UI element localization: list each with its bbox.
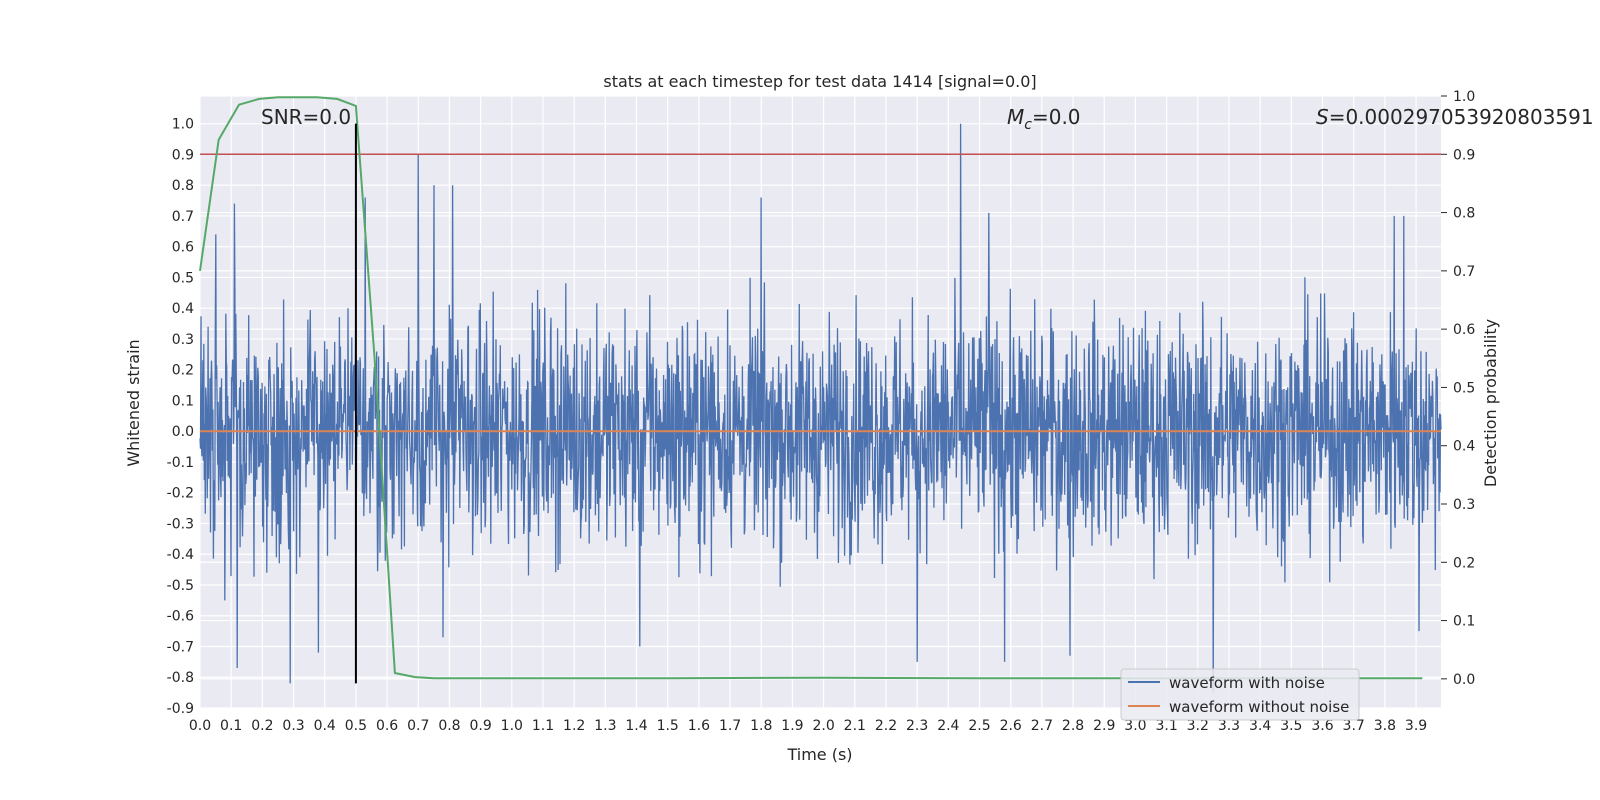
x-tick-label: 0.0 <box>189 718 211 734</box>
x-tick-labels: 0.0 0.1 0.2 0.3 0.4 0.5 0.6 0.7 0.8 0.9 1.0 1.1 1.2 1… <box>189 718 1427 734</box>
y-axis-label: Whitened strain <box>124 339 143 466</box>
chirp-mass-value: =0.0 <box>1032 105 1081 129</box>
x-tick-label: 3.7 <box>1343 718 1365 734</box>
x-tick-label: 0.5 <box>345 718 367 734</box>
x-tick-label: 2.7 <box>1031 718 1053 734</box>
x-tick-label: 3.5 <box>1280 718 1302 734</box>
y-tick-label: -0.5 <box>167 578 194 594</box>
x-tick-label: 3.4 <box>1249 718 1271 734</box>
waveform-with-noise-trace <box>199 123 1442 693</box>
series-waveform-with-noise <box>199 123 1442 693</box>
y2-tick-label: 0.2 <box>1453 555 1475 571</box>
x-tick-label: 2.4 <box>937 718 959 734</box>
y-tick-label: 0.8 <box>172 178 194 194</box>
legend-label-waveform-with-noise: waveform with noise <box>1169 674 1325 692</box>
y-tick-label: -0.3 <box>167 516 194 532</box>
x-tick-label: 2.9 <box>1093 718 1115 734</box>
x-tick-label: 0.2 <box>251 718 273 734</box>
x-tick-label: 1.0 <box>501 718 523 734</box>
y2-tick-label: 0.8 <box>1453 206 1475 222</box>
y2-tick-label: 0.3 <box>1453 497 1475 513</box>
x-tick-label: 1.7 <box>719 718 741 734</box>
chart-title: stats at each timestep for test data 141… <box>603 72 1036 91</box>
x-tick-label: 3.0 <box>1124 718 1146 734</box>
x-tick-label: 2.6 <box>1000 718 1022 734</box>
x-tick-label: 2.8 <box>1062 718 1084 734</box>
x-tick-label: 2.1 <box>844 718 866 734</box>
y-tick-label: 0.3 <box>172 332 194 348</box>
y-tick-label: -0.1 <box>167 455 194 471</box>
x-tick-label: 3.2 <box>1187 718 1209 734</box>
y-tick-label: 0.0 <box>172 424 194 440</box>
chirp-mass-symbol: M <box>1007 105 1024 129</box>
x-tick-label: 1.5 <box>657 718 679 734</box>
legend-label-waveform-without-noise: waveform without noise <box>1169 698 1349 716</box>
y-tick-label: -0.8 <box>167 670 194 686</box>
y2-tick-label: 0.9 <box>1453 147 1475 163</box>
y-tick-label: 0.1 <box>172 393 194 409</box>
x-tick-label: 1.1 <box>532 718 554 734</box>
x-tick-label: 0.7 <box>407 718 429 734</box>
x-tick-label: 3.8 <box>1374 718 1396 734</box>
x-tick-label: 0.9 <box>469 718 491 734</box>
x-tick-label: 1.2 <box>563 718 585 734</box>
x-tick-label: 1.9 <box>781 718 803 734</box>
y-tick-label: 0.5 <box>172 270 194 286</box>
x-tick-label: 3.6 <box>1311 718 1333 734</box>
y2-tick-label: 1.0 <box>1453 89 1475 105</box>
y-tick-label: 0.6 <box>172 240 194 256</box>
series-detection-probability <box>199 96 1423 680</box>
x-tick-label: 1.3 <box>594 718 616 734</box>
chirp-mass-annotation: Mc=0.0 <box>1007 105 1081 133</box>
x-tick-label: 1.4 <box>625 718 647 734</box>
x-tick-label: 0.3 <box>282 718 304 734</box>
y-tick-labels: 1.0 0.9 0.8 0.7 0.6 0.5 0.4 0.3 0.2 0.1 0.0 -0.1 -0.… <box>167 117 194 717</box>
x-tick-label: 3.9 <box>1405 718 1427 734</box>
x-tick-label: 0.6 <box>376 718 398 734</box>
y2-tick-label: 0.1 <box>1453 614 1475 630</box>
x-tick-label: 3.1 <box>1155 718 1177 734</box>
y2-axis-label: Detection probability <box>1481 319 1500 487</box>
y-tick-label: -0.9 <box>167 701 194 717</box>
x-tick-label: 2.2 <box>875 718 897 734</box>
y2-tick-label: 0.4 <box>1453 439 1475 455</box>
snr-annotation: SNR=0.0 <box>261 105 351 129</box>
y2-tick-label: 0.7 <box>1453 264 1475 280</box>
x-tick-label: 3.3 <box>1218 718 1240 734</box>
y-tick-label: 1.0 <box>172 117 194 133</box>
significance-value: =0.000297053920803591 <box>1329 105 1594 129</box>
x-tick-label: 0.1 <box>220 718 242 734</box>
y-tick-label: 0.7 <box>172 209 194 225</box>
x-tick-label: 2.5 <box>968 718 990 734</box>
y-tick-label: 0.2 <box>172 363 194 379</box>
x-tick-label: 2.3 <box>906 718 928 734</box>
y2-tick-label: 0.5 <box>1453 380 1475 396</box>
legend: waveform with noise waveform without noi… <box>1120 668 1360 721</box>
y-tick-label: 0.9 <box>172 147 194 163</box>
legend-box <box>1120 668 1360 721</box>
x-tick-label: 0.4 <box>314 718 336 734</box>
x-tick-label: 1.8 <box>750 718 772 734</box>
y2-tick-label: 0.6 <box>1453 322 1475 338</box>
y-tick-label: -0.7 <box>167 639 194 655</box>
significance-symbol: S <box>1316 105 1329 129</box>
y-tick-label: -0.6 <box>167 609 194 625</box>
y-tick-label: 0.4 <box>172 301 194 317</box>
y-tick-label: -0.2 <box>167 486 194 502</box>
x-axis-label: Time (s) <box>786 745 852 764</box>
x-tick-label: 0.8 <box>438 718 460 734</box>
y2-tick-label: 0.0 <box>1453 672 1475 688</box>
x-tick-label: 1.6 <box>688 718 710 734</box>
y-tick-label: -0.4 <box>167 547 194 563</box>
x-tick-label: 2.0 <box>812 718 834 734</box>
chirp-mass-subscript: c <box>1024 117 1032 133</box>
y2-tick-labels: 1.0 0.9 0.8 0.7 0.6 0.5 0.4 0.3 0.2 0.1 0.0 <box>1441 89 1475 688</box>
significance-annotation: S=0.000297053920803591 <box>1316 105 1594 129</box>
